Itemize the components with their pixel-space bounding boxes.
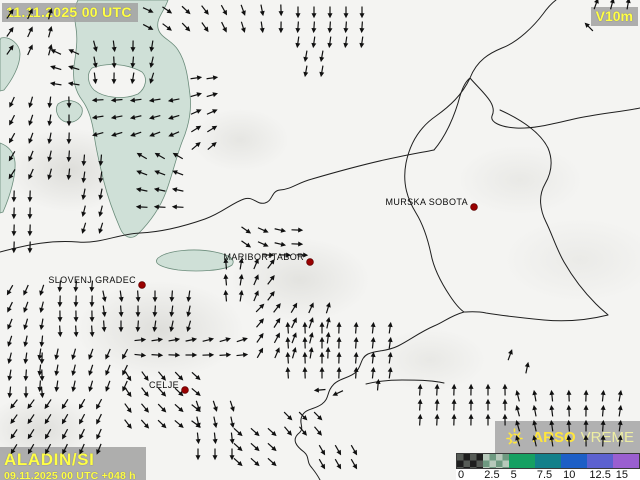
timestamp-label: 11.11.2025 00 UTC (6, 4, 132, 20)
city-label: CELJE (149, 380, 179, 390)
legend-value: 0 (458, 469, 465, 480)
legend-value-labels: 0 2.5 5 7.5 10 12.5 15 (456, 469, 640, 480)
border-hungary-east (469, 77, 640, 129)
shaded-area-hole (88, 64, 146, 98)
legend-segment (587, 454, 613, 468)
border-mura-line (404, 77, 471, 313)
city-label: MURSKA SOBOTA (385, 197, 468, 207)
city-dot (306, 258, 314, 266)
legend-value: 5 (510, 469, 517, 480)
border-austria-slovenia (0, 149, 435, 253)
city-label: SLOVENJ GRADEC (48, 275, 136, 285)
legend-segment (535, 454, 561, 468)
city-dot (470, 203, 478, 211)
sun-icon (506, 428, 524, 445)
city-dot (181, 386, 189, 394)
shaded-area-left-edge (0, 142, 16, 214)
arso-vreme-logo: ARSO VREME (495, 421, 640, 454)
legend-segment (561, 454, 587, 468)
city-markers: MURSKA SOBOTA MARIBOR-TABOR SLOVENJ GRADEC… (48, 197, 478, 394)
border-croatia-southwest (294, 311, 465, 480)
legend-value: 10 (563, 469, 576, 480)
legend-segment (613, 454, 639, 468)
border-croatia-spur (365, 379, 445, 385)
city-label: MARIBOR-TABOR (223, 252, 304, 262)
model-run-label: 09.11.2025 00 UTC +048 h (4, 470, 136, 480)
border-northeast-rise (433, 77, 471, 151)
legend-segment (483, 454, 509, 468)
shaded-area-topleft-teardrop (0, 37, 21, 92)
wind-speed-shaded-areas (0, 0, 234, 272)
model-info-box: ALADIN/SI 09.11.2025 00 UTC +048 h (0, 447, 146, 480)
shaded-area-pohorje (156, 249, 234, 272)
product-label: VREME (580, 429, 634, 446)
variable-box: V10m (590, 7, 638, 26)
legend-value: 2.5 (484, 469, 500, 480)
legend-colorbar (456, 453, 640, 469)
shaded-area-northwest-strip (73, 0, 191, 238)
legend-value: 7.5 (536, 469, 553, 480)
wind-speed-legend: 0 2.5 5 7.5 10 12.5 15 (456, 453, 640, 480)
agency-label: ARSO (532, 429, 576, 446)
legend-value: 15 (615, 469, 628, 480)
model-name: ALADIN/SI (4, 450, 95, 469)
legend-value: 12.5 (589, 469, 611, 480)
legend-segment (457, 454, 483, 468)
timestamp-box: 11.11.2025 00 UTC (2, 3, 138, 22)
variable-label: V10m (595, 8, 633, 24)
shaded-area-west-lobe (56, 100, 83, 123)
border-slovenia-hungary (499, 109, 609, 316)
city-dot (138, 281, 146, 289)
legend-segment (509, 454, 535, 468)
border-croatia-east (463, 311, 609, 322)
border-austria-hungary-north (469, 0, 557, 79)
